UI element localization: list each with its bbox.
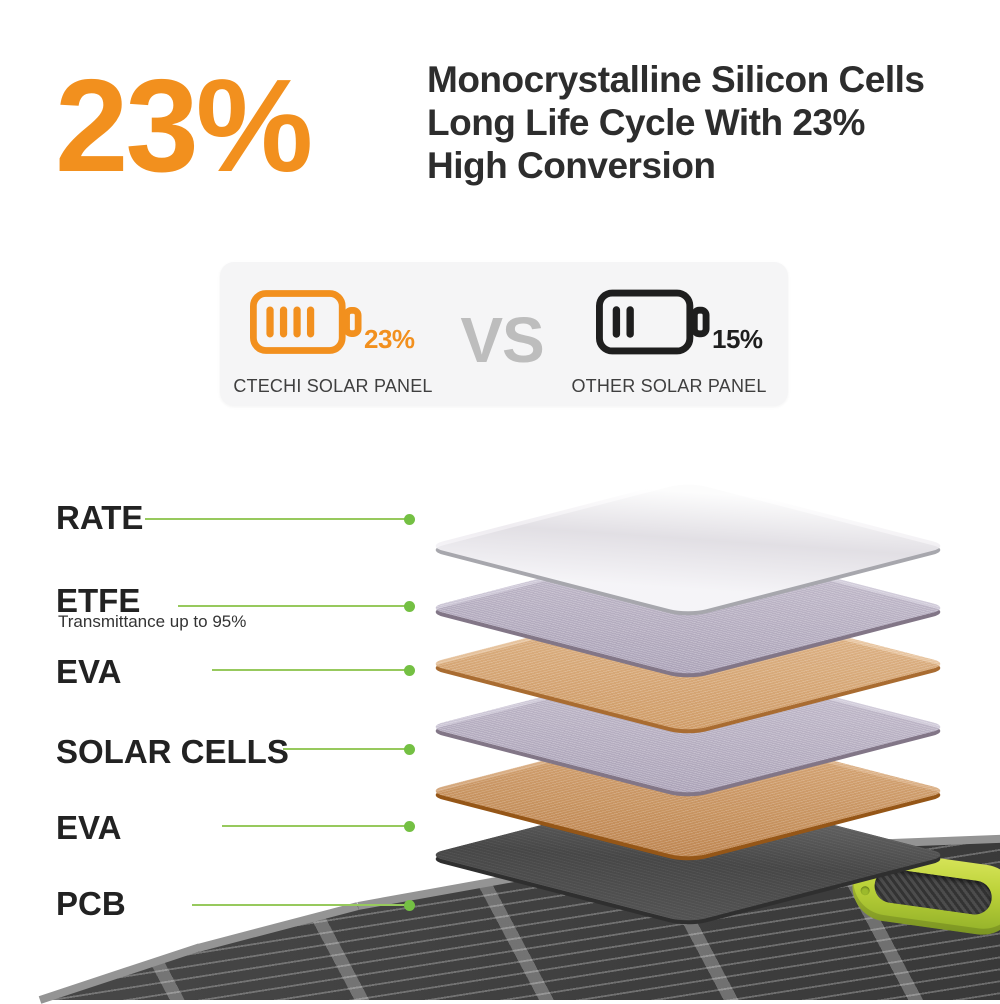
leader-line-solar-cells (283, 743, 415, 755)
ctechi-efficiency-value: 23% (364, 324, 415, 354)
comparison-card: 23% CTECHI SOLAR PANEL VS 15% OTHER SOLA… (220, 262, 788, 406)
other-efficiency-value: 15% (712, 324, 763, 354)
headline-line-1: Monocrystalline Silicon Cells (427, 59, 925, 100)
leader-line-etfe (178, 600, 415, 612)
headline-line-2: Long Life Cycle With 23% (427, 102, 865, 143)
label-rate: RATE (56, 499, 144, 536)
layer-rate (424, 477, 952, 619)
label-etfe-sublabel: Transmittance up to 95% (58, 612, 247, 631)
layer-rate-face (424, 477, 952, 615)
leader-line-eva-top (212, 664, 415, 676)
label-pcb: PCB (56, 885, 126, 922)
label-eva-bottom: EVA (56, 809, 122, 846)
label-eva-top: EVA (56, 653, 122, 690)
vs-label: VS (460, 304, 544, 376)
label-solar-cells: SOLAR CELLS (56, 733, 289, 770)
battery-full-icon (250, 290, 362, 354)
ctechi-panel-label: CTECHI SOLAR PANEL (233, 376, 433, 396)
leader-line-rate (145, 513, 415, 525)
leader-line-pcb (192, 899, 415, 911)
label-etfe: ETFE (56, 582, 141, 619)
other-panel-label: OTHER SOLAR PANEL (571, 376, 767, 396)
page-title: Monocrystalline Silicon Cells Long Life … (427, 58, 987, 187)
leader-line-eva-bottom (222, 820, 415, 832)
battery-low-icon (596, 289, 710, 355)
headline-line-3: High Conversion (427, 145, 716, 186)
stat-value: 23% (55, 52, 313, 199)
